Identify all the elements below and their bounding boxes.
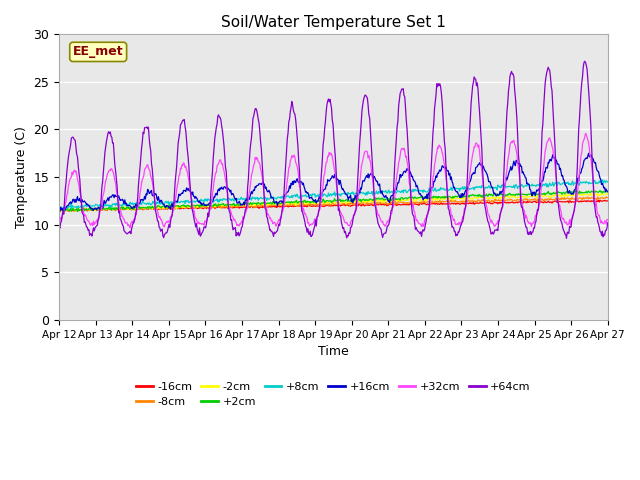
Text: EE_met: EE_met [73,46,124,59]
X-axis label: Time: Time [318,345,349,359]
Title: Soil/Water Temperature Set 1: Soil/Water Temperature Set 1 [221,15,446,30]
Legend: -16cm, -8cm, -2cm, +2cm, +8cm, +16cm, +32cm, +64cm: -16cm, -8cm, -2cm, +2cm, +8cm, +16cm, +3… [132,377,535,411]
Y-axis label: Temperature (C): Temperature (C) [15,126,28,228]
